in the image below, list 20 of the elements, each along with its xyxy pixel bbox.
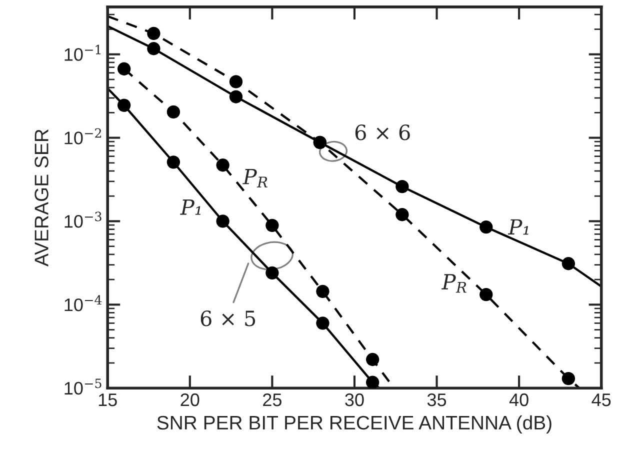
annotation: P₁: [180, 200, 200, 215]
x-tick-label: 20: [180, 393, 200, 406]
x-axis-title: SNR PER BIT PER RECEIVE ANTENNA (dB): [157, 415, 552, 434]
annotation: P$_{R}$: [242, 168, 268, 188]
x-tick-label: 25: [263, 393, 282, 406]
x-tick-label: 45: [592, 394, 611, 406]
x-tick-label: 40: [509, 393, 528, 406]
x-tick-label: 35: [427, 393, 446, 406]
annotation: 6 × 6: [355, 124, 410, 140]
y-tick-label: 10$^{−5}$: [64, 378, 102, 395]
y-tick-label: 10$^{−2}$: [64, 128, 102, 144]
y-axis-title: AVERAGE SER: [34, 129, 48, 266]
annotation: P$_{R}$: [441, 274, 466, 293]
x-tick-label: 30: [345, 393, 364, 406]
annotation: P₁: [508, 219, 528, 235]
y-tick-label: 10$^{−1}$: [64, 44, 100, 61]
y-tick-label: 10$^{−4}$: [64, 295, 102, 312]
y-tick-label: 10$^{−3}$: [64, 212, 102, 228]
annotation: 6 × 5: [200, 310, 256, 326]
x-tick-label: 15: [98, 394, 117, 406]
